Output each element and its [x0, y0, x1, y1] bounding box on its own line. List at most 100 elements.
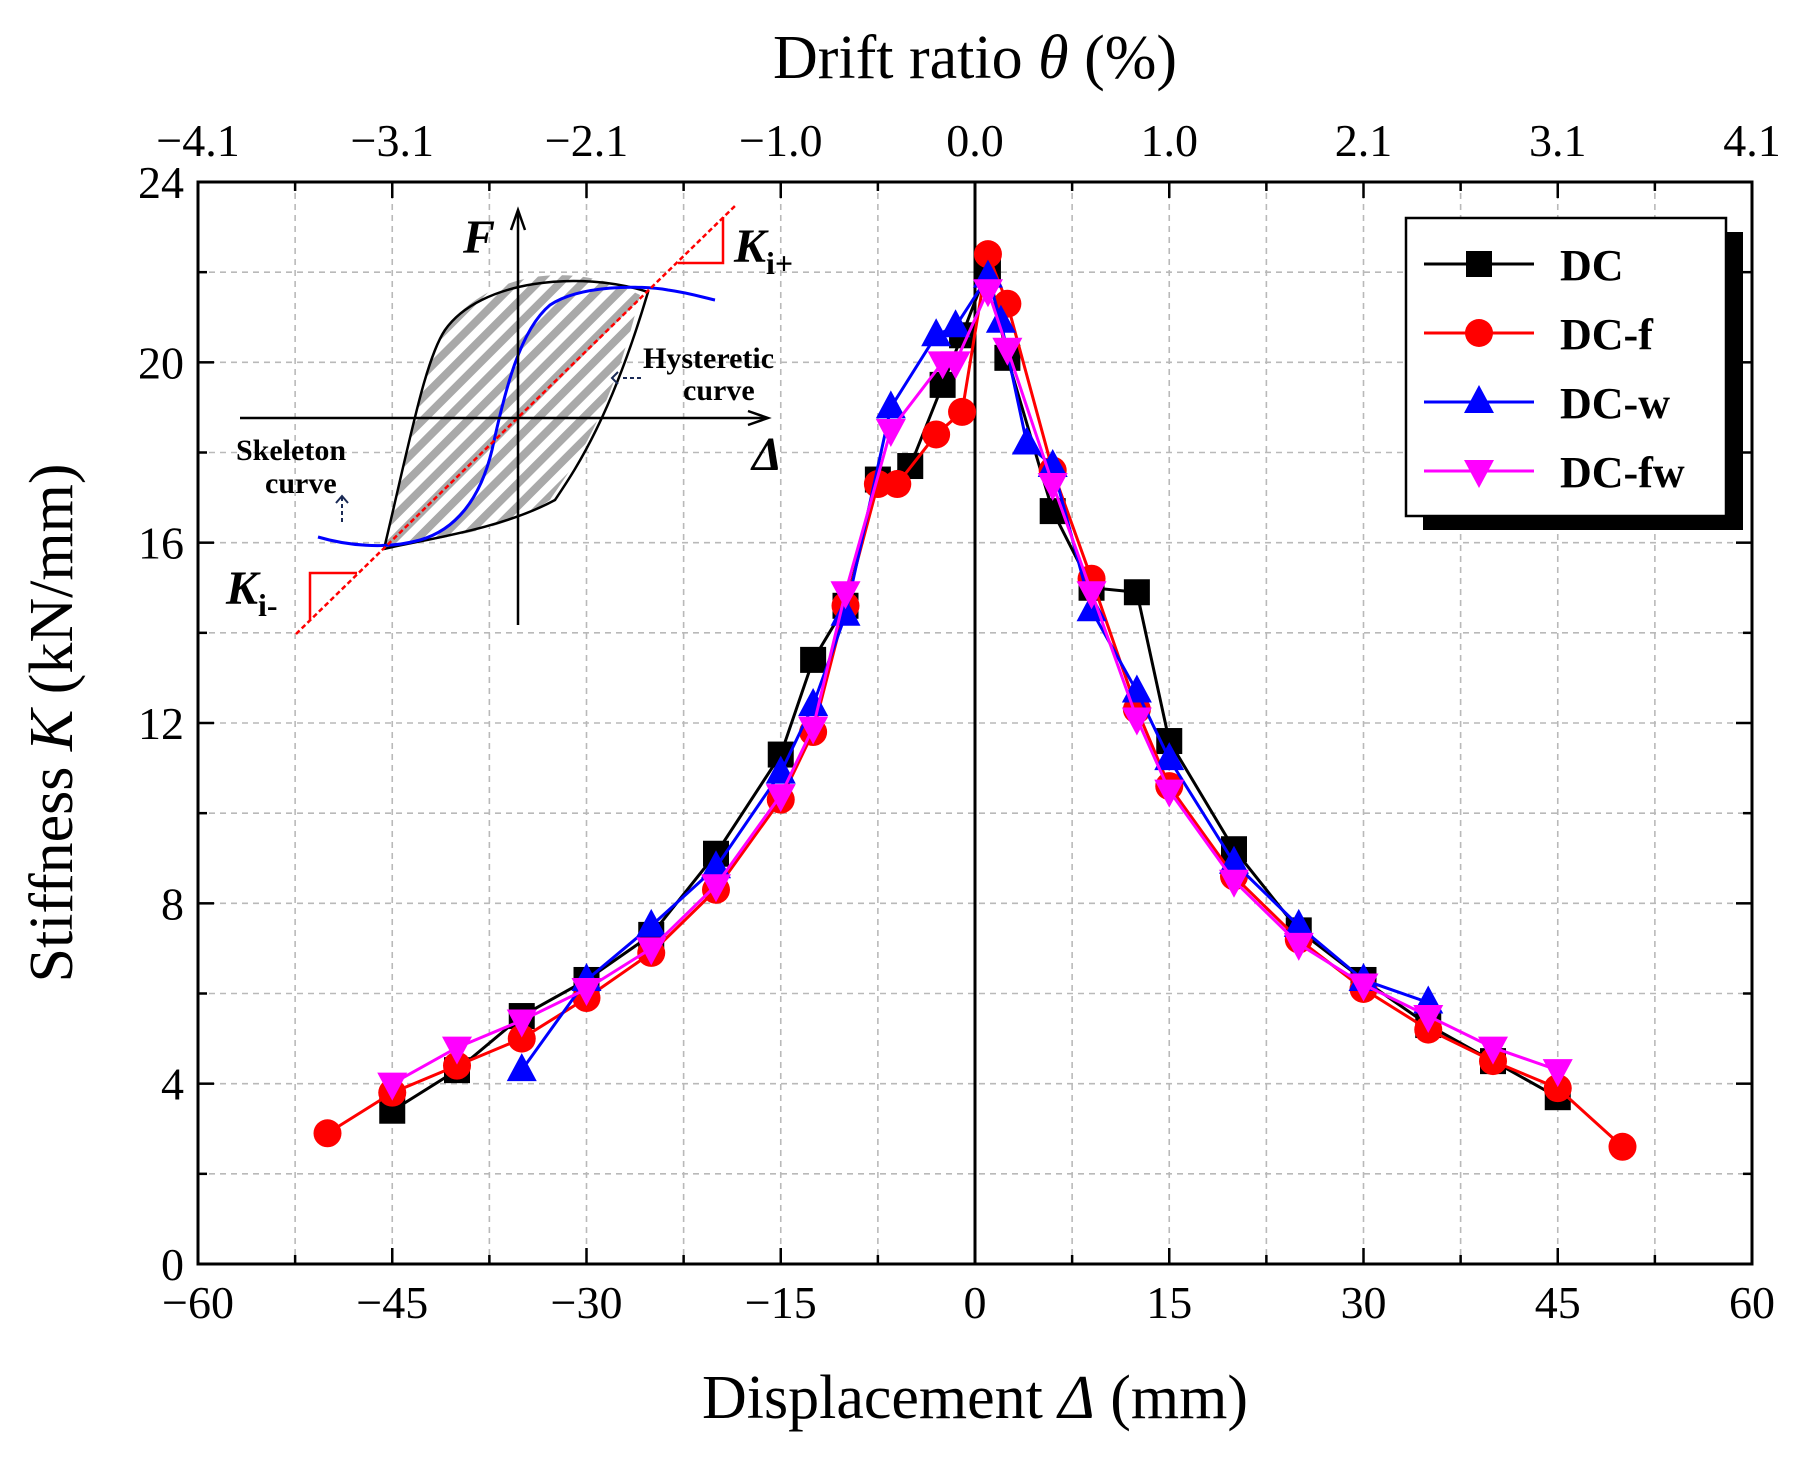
data-point-dc-f — [922, 420, 951, 449]
data-point-dc-fw — [798, 716, 829, 745]
data-point-dc-w — [1011, 426, 1042, 455]
data-point-dc-fw — [992, 337, 1023, 366]
legend-label-dc: DC — [1560, 241, 1624, 290]
legend-marker-dc-fw — [1464, 460, 1494, 488]
inset-skeleton-label-line2: curve — [265, 467, 337, 500]
x-tick-label: −30 — [551, 1277, 623, 1328]
x-tick-label: 60 — [1729, 1277, 1775, 1328]
axis-tick-labels: −60 −45 −30 −15 0 15 30 45 60 −4.1 −3.1 −2.1 −1.0 0.0… — [138, 115, 1781, 1328]
data-point-dc-fw — [701, 874, 731, 903]
data-point-dc-w — [940, 309, 971, 338]
x-tick-label: −45 — [356, 1277, 428, 1328]
data-point-dc-w — [636, 908, 667, 937]
data-point-dc-fw — [1348, 973, 1379, 1002]
data-point-dc-fw — [377, 1072, 408, 1101]
top-tick-label: 4.1 — [1723, 115, 1781, 166]
legend-box — [1404, 216, 1728, 518]
data-point-dc-fw — [830, 581, 861, 610]
data-point-dc-f — [948, 397, 977, 426]
data-point-dc-fw — [571, 977, 602, 1006]
y-tick-label: 0 — [161, 1239, 184, 1290]
data-point-dc-w — [1154, 742, 1185, 771]
data-point-dc — [800, 646, 827, 673]
inset-hysteresis-schematic: F Δ Ki+ Ki- Hysteretic curve Skeleton cu… — [225, 203, 793, 635]
data-point-dc-fw — [1219, 869, 1249, 898]
inset-hysteretic-arrowhead-icon — [610, 371, 619, 385]
data-point-dc-w — [506, 1053, 537, 1082]
data-point-dc-w — [798, 687, 829, 716]
legend-label-dc-f: DC-f — [1560, 310, 1654, 359]
y-tick-label: 4 — [161, 1059, 184, 1110]
top-tick-label: 0.0 — [946, 115, 1004, 166]
legend-marker-dc-f — [1465, 319, 1493, 347]
inset-skeleton-label-line1: Skeleton — [236, 434, 346, 467]
series-line-dc-fw — [391, 286, 1559, 1085]
x-tick-label: 45 — [1535, 1277, 1581, 1328]
data-point-dc-fw — [1283, 932, 1314, 961]
inset-hatched-loop — [384, 275, 640, 549]
top-tick-label: −3.1 — [351, 115, 434, 166]
data-point-dc-fw — [765, 784, 796, 813]
inset-k-minus-label: Ki- — [225, 562, 278, 623]
data-point-dc-fw — [1542, 1059, 1573, 1088]
legend-label-dc-fw: DC-fw — [1560, 448, 1685, 497]
data-point-dc-fw — [875, 418, 906, 447]
top-tick-label: 3.1 — [1529, 115, 1587, 166]
data-point-dc-f — [443, 1051, 471, 1080]
data-point-dc-fw — [1121, 707, 1152, 736]
legend: DC DC-f DC-w DC-fw — [1404, 216, 1743, 530]
legend-marker-dc — [1466, 251, 1492, 277]
axis-ticks — [196, 180, 1754, 1266]
series-dc-fw — [377, 279, 1573, 1101]
data-point-dc-fw — [636, 937, 667, 966]
inset-displacement-arrow-icon — [747, 409, 772, 427]
inset-hysteretic-label-line1: Hysteretic — [643, 342, 774, 375]
legend-label-dc-w: DC-w — [1560, 379, 1670, 428]
data-point-dc-w — [921, 318, 952, 347]
y-tick-label: 12 — [138, 698, 184, 749]
x-tick-label: 0 — [964, 1277, 987, 1328]
data-point-dc-fw — [1037, 473, 1068, 502]
inset-k-plus-label: Ki+ — [733, 220, 793, 281]
y-tick-label: 16 — [138, 518, 184, 569]
data-point-dc-w — [1219, 845, 1249, 874]
inset-k-plus-triangle — [678, 217, 725, 265]
data-point-dc-w — [985, 304, 1016, 333]
inset-displacement-label: Δ — [750, 428, 782, 481]
data-point-dc-f — [1608, 1132, 1637, 1161]
legend-marker-dc-w — [1464, 385, 1494, 413]
data-point-dc-f — [1543, 1074, 1572, 1103]
x-tick-label: 30 — [1341, 1277, 1387, 1328]
data-point-dc-f — [973, 240, 1002, 269]
inset-skeleton-curve — [317, 285, 716, 548]
data-point-dc-w — [875, 390, 906, 419]
top-tick-label: −1.0 — [739, 115, 822, 166]
x-tick-label: 15 — [1146, 1277, 1192, 1328]
inset-skeleton-arrowhead-icon — [335, 494, 349, 504]
inset-force-arrow-icon — [509, 206, 527, 231]
inset-hysteretic-label-line2: curve — [683, 374, 755, 407]
inset-force-label: F — [462, 211, 495, 264]
data-point-dc-w — [701, 850, 731, 879]
data-point-dc-f — [507, 1024, 536, 1053]
top-tick-label: −2.1 — [545, 115, 628, 166]
y-axis-title: Stiffness K (kN/mm) — [18, 464, 86, 983]
y-tick-label: 20 — [138, 337, 184, 388]
top-axis-title: Drift ratio θ (%) — [773, 24, 1177, 92]
x-tick-label: −15 — [745, 1277, 817, 1328]
data-point-dc-fw — [1076, 581, 1107, 610]
data-point-dc-fw — [972, 279, 1003, 308]
data-point-dc-fw — [506, 1009, 537, 1038]
x-tick-label: −60 — [162, 1277, 234, 1328]
data-point-dc-fw — [1154, 779, 1185, 808]
data-point-dc-f — [863, 470, 892, 499]
data-point-dc-fw — [1478, 1036, 1508, 1065]
x-axis-title: Displacement Δ (mm) — [702, 1364, 1248, 1432]
data-point-dc-fw — [1413, 1005, 1444, 1034]
y-tick-label: 8 — [161, 878, 184, 929]
data-point-dc-f — [883, 470, 912, 499]
data-point-dc-fw — [940, 351, 971, 380]
data-point-dc-w — [1037, 449, 1068, 478]
y-tick-label: 24 — [138, 157, 184, 208]
